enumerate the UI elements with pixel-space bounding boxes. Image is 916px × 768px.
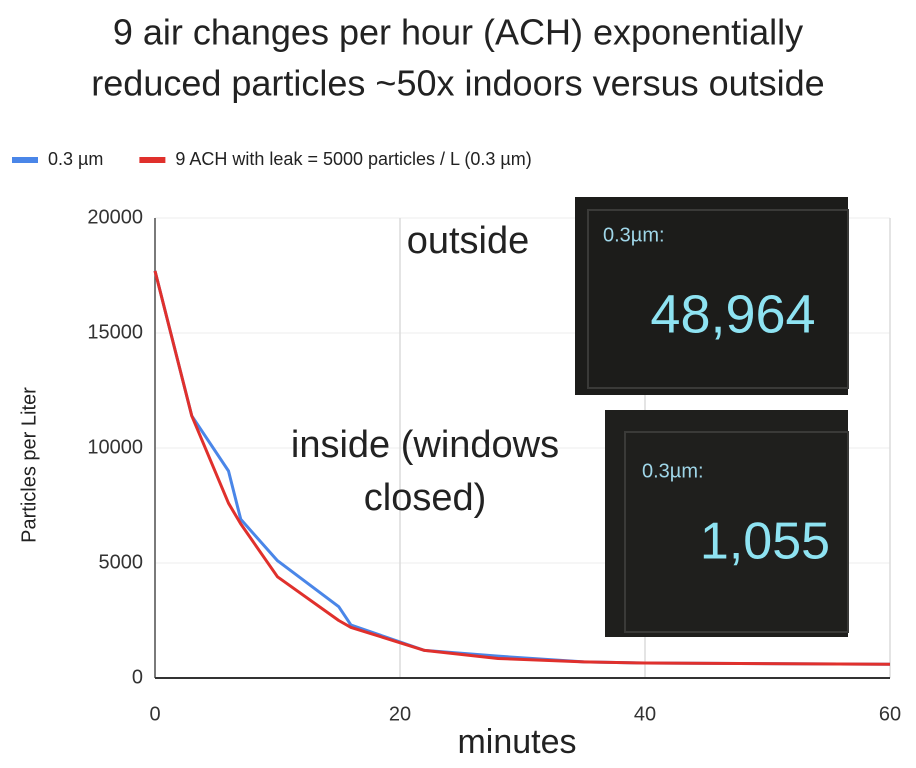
x-tick-label: 20 <box>389 703 411 725</box>
chart-title: 9 air changes per hour (ACH) exponential… <box>113 12 803 53</box>
inset-reading: 48,964 <box>650 284 815 344</box>
x-tick-label: 0 <box>149 703 160 725</box>
y-tick-label: 10000 <box>87 436 143 458</box>
y-tick-label: 15000 <box>87 321 143 343</box>
annotations: outside inside (windows closed) <box>291 220 559 519</box>
inset-background <box>605 410 848 637</box>
x-tick-label: 60 <box>879 703 901 725</box>
inset-label: 0.3µm: <box>603 224 665 246</box>
x-tick-label: 40 <box>634 703 656 725</box>
series-line <box>153 270 891 666</box>
y-axis-label: Particles per Liter <box>18 387 40 543</box>
inset-frame <box>624 431 849 633</box>
chart-title: reduced particles ~50x indoors versus ou… <box>91 63 824 104</box>
y-tick-label: 20000 <box>87 206 143 228</box>
inset-background <box>575 197 848 395</box>
annotation: inside (windows <box>291 424 559 466</box>
inset-label: 0.3µm: <box>642 460 704 482</box>
y-tick-label: 0 <box>132 666 143 688</box>
x-axis-label: minutes <box>457 723 576 761</box>
y-tick-label: 5000 <box>99 551 144 573</box>
annotation: closed) <box>364 477 487 519</box>
annotation: outside <box>407 220 530 262</box>
plot-area: 0 5000 10000 15000 20000 0 20 40 60 <box>87 206 901 725</box>
inset-reading: 1,055 <box>700 513 830 571</box>
legend-label: 9 ACH with leak = 5000 particles / L (0.… <box>175 149 531 169</box>
inset-frame <box>587 209 849 389</box>
inset-photo: 0.3µm: 48,964 <box>575 197 849 395</box>
legend-label: 0.3 µm <box>48 149 103 169</box>
inset-photo: 0.3µm: 1,055 <box>605 410 849 637</box>
